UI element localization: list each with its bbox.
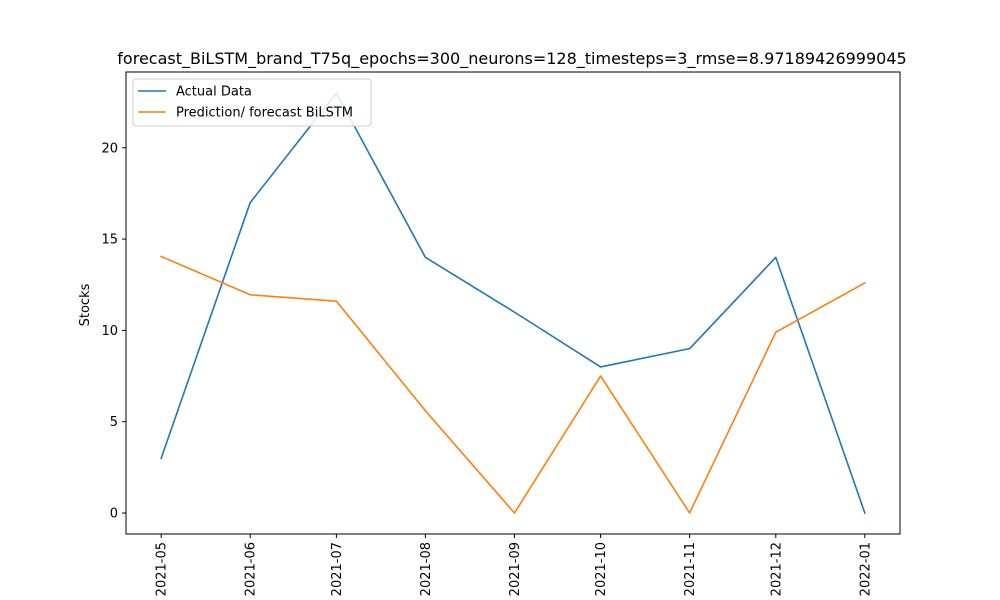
chart-title: forecast_BiLSTM_brand_T75q_epochs=300_ne… [117, 49, 906, 69]
x-tick-label: 2022-01 [858, 542, 873, 596]
legend: Actual Data Prediction/ forecast BiLSTM [132, 78, 372, 127]
legend-box [132, 78, 372, 127]
y-axis-label: Stocks [78, 283, 93, 326]
axes-frame [125, 71, 901, 535]
x-tick-label: 2021-11 [683, 542, 698, 596]
x-tick-label: 2021-06 [244, 542, 259, 596]
series-line-actual [160, 92, 866, 515]
x-tick-label: 2021-05 [155, 542, 170, 596]
y-tick-label: 0 [110, 507, 118, 522]
y-tick-label: 10 [101, 324, 118, 339]
x-tick-label: 2021-10 [594, 542, 609, 596]
y-tick-label: 5 [110, 415, 118, 430]
legend-label: Actual Data [176, 85, 252, 100]
series-line-forecast [160, 255, 866, 514]
plot-area: 0 5 10 15 20 2021-05 2021-06 2021-07 2021-08 2021… [101, 92, 873, 596]
x-tick-label: 2021-09 [508, 542, 523, 596]
x-tick-label: 2021-08 [419, 542, 434, 596]
y-tick-label: 15 [101, 233, 118, 248]
x-tick-label: 2021-12 [769, 542, 784, 596]
y-tick-label: 20 [101, 141, 118, 156]
x-tick-label: 2021-07 [330, 542, 345, 596]
legend-label: Prediction/ forecast BiLSTM [176, 106, 353, 121]
